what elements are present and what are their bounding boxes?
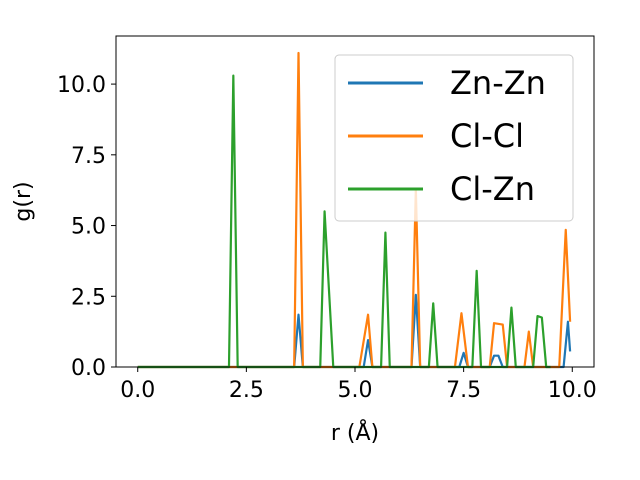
y-tick-label: 2.5 xyxy=(71,285,106,310)
y-ticks: 0.0 2.5 5.0 7.5 10.0 xyxy=(57,73,116,381)
y-tick-label: 7.5 xyxy=(71,144,106,169)
legend-label-zn-zn: Zn-Zn xyxy=(450,64,546,102)
x-tick-label: 2.5 xyxy=(229,378,264,403)
x-axis-label: r (Å) xyxy=(331,419,379,446)
legend-label-cl-cl: Cl-Cl xyxy=(450,117,524,155)
x-ticks: 0.0 2.5 5.0 7.5 10.0 xyxy=(120,367,597,403)
y-tick-label: 0.0 xyxy=(71,356,106,381)
x-tick-label: 5.0 xyxy=(338,378,373,403)
y-axis-label: g(r) xyxy=(11,181,36,221)
y-tick-label: 10.0 xyxy=(57,73,106,98)
legend-label-cl-zn: Cl-Zn xyxy=(450,170,535,208)
y-tick-label: 5.0 xyxy=(71,215,106,240)
legend-box xyxy=(334,54,574,222)
x-tick-label: 0.0 xyxy=(120,378,155,403)
x-tick-label: 7.5 xyxy=(446,378,481,403)
legend: Zn-Zn Cl-Cl Cl-Zn xyxy=(334,54,574,222)
x-tick-label: 10.0 xyxy=(548,378,597,403)
